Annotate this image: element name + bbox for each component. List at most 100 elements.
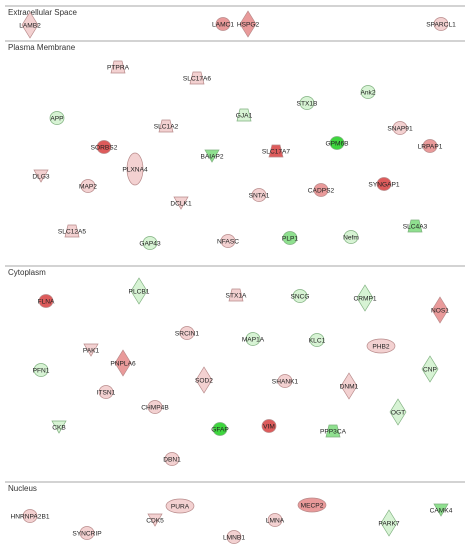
gene-node-baiap2[interactable]: BAIAP2 [200,149,224,163]
node-label: Ank2 [360,89,375,96]
node-shape-diamond [114,349,132,377]
gene-node-stx1b[interactable]: STX1B [297,96,318,110]
gene-node-ptpra[interactable]: PTPRA [107,60,130,74]
gene-node-ckb[interactable]: CKB [51,420,67,434]
gene-node-klc1[interactable]: KLC1 [309,333,326,347]
gene-node-sparcl1[interactable]: SPARCL1 [426,17,456,31]
node-label: DCLK1 [170,200,192,207]
node-shape-trapezoid [325,424,341,438]
gene-node-itsn1[interactable]: ITSN1 [97,385,116,399]
gene-node-ppp3ca[interactable]: PPP3CA [320,424,347,438]
node-label: SNCG [290,293,309,300]
gene-node-pura[interactable]: PURA [165,498,195,514]
gene-node-camk4[interactable]: CAMK4 [430,503,453,517]
gene-node-snap91[interactable]: SNAP91 [387,121,413,135]
node-label: CKB [52,424,66,431]
gene-node-flna[interactable]: FLNA [38,294,55,308]
gene-node-mecp2[interactable]: MECP2 [297,497,327,513]
gene-node-phb2[interactable]: PHB2 [366,338,396,354]
gene-node-pak1[interactable]: PAK1 [83,343,100,357]
gene-node-lamb2[interactable]: LAMB2 [19,11,41,39]
node-label: SLC4A3 [403,223,428,230]
gene-node-nos1[interactable]: NOS1 [431,296,449,324]
node-label: STX1B [297,100,318,107]
gene-node-lmna[interactable]: LMNA [266,513,285,527]
gene-node-gfap[interactable]: GFAP [211,422,229,436]
gene-node-sorbs2[interactable]: SORBS2 [91,140,118,154]
node-shape-ellipse [267,513,283,527]
node-label: ITSN1 [97,389,116,396]
gene-node-ank2[interactable]: Ank2 [360,85,376,99]
gene-node-lamc1[interactable]: LAMC1 [212,17,234,31]
gene-node-plp1[interactable]: PLP1 [282,231,298,245]
gene-node-gap43[interactable]: GAP43 [139,236,161,250]
node-label: PNPLA6 [110,360,136,367]
node-shape-diamond [340,372,358,400]
gene-node-map2[interactable]: MAP2 [79,179,97,193]
gene-node-slc17a7[interactable]: SLC17A7 [262,144,291,158]
node-label: VIM [263,423,275,430]
gene-node-stx1a[interactable]: STX1A [226,288,247,302]
gene-node-hnrnpa2b1[interactable]: HNRNPA2B1 [10,509,50,523]
node-label: SYNCRIP [72,530,102,537]
gene-node-dbn1[interactable]: DBN1 [163,452,181,466]
node-shape-ellipse [392,121,408,135]
gene-node-chmp4b[interactable]: CHMP4B [141,400,169,414]
gene-node-hspg2[interactable]: HSPG2 [237,10,260,38]
gene-node-slc12a5[interactable]: SLC12A5 [58,224,87,238]
gene-node-dclk1[interactable]: DCLK1 [170,196,192,210]
gene-node-pnpla6[interactable]: PNPLA6 [110,349,136,377]
node-shape-ellipse [343,230,359,244]
node-shape-diamond [380,509,398,537]
gene-node-pfn1[interactable]: PFN1 [33,363,50,377]
gene-node-ogt[interactable]: OGT [389,398,407,426]
gene-node-vim[interactable]: VIM [261,419,277,433]
node-shape-diamond [130,277,148,305]
gene-node-cadps2[interactable]: CADPS2 [308,183,335,197]
gene-node-slc4a3[interactable]: SLC4A3 [403,219,428,233]
gene-node-plxna4[interactable]: PLXNA4 [122,152,148,186]
node-label: SPARCL1 [426,21,456,28]
gene-node-slc17a6[interactable]: SLC17A6 [183,71,212,85]
node-label: PAK1 [83,347,100,354]
gene-node-sncg[interactable]: SNCG [290,289,310,303]
gene-node-srcin1[interactable]: SRCIN1 [175,326,200,340]
node-label: LMNB1 [223,534,245,541]
gene-node-snta1[interactable]: SNTA1 [249,188,270,202]
gene-node-slc1a2[interactable]: SLC1A2 [154,119,179,133]
gene-node-dnm1[interactable]: DNM1 [340,372,359,400]
gene-node-nfasc[interactable]: NFASC [217,234,239,248]
gene-node-syngap1[interactable]: SYNGAP1 [368,177,400,191]
node-shape-ellipse [22,509,38,523]
gene-node-gpm6b[interactable]: GPM6B [325,136,349,150]
gene-node-syncrip[interactable]: SYNCRIP [72,526,102,540]
gene-node-cdk5[interactable]: CDK5 [146,513,164,527]
gene-node-gja1[interactable]: GJA1 [236,108,253,122]
gene-node-lrpap1[interactable]: LRPAP1 [418,139,443,153]
node-label: FLNA [38,298,55,305]
gene-node-app[interactable]: APP [49,111,65,125]
node-label: LAMB2 [19,22,41,29]
node-label: SNTA1 [249,192,270,199]
gene-node-nefm[interactable]: Nefm [343,230,359,244]
gene-node-park7[interactable]: PARK7 [378,509,400,537]
node-shape-trapezoid [189,71,205,85]
node-shape-ellipse [98,385,114,399]
node-shape-trapezoid [268,144,284,158]
section-title-nucleus: Nucleus [8,484,37,493]
node-shape-diamond [389,398,407,426]
gene-node-shank1[interactable]: SHANK1 [272,374,299,388]
node-shape-wide-ellipse [297,497,327,513]
node-shape-ellipse [38,294,54,308]
gene-node-plcb1[interactable]: PLCB1 [129,277,150,305]
node-shape-trapezoid [158,119,174,133]
node-label: SNAP91 [387,125,413,132]
gene-node-crmp1[interactable]: CRMP1 [353,284,377,312]
gene-node-map1a[interactable]: MAP1A [242,332,265,346]
gene-node-lmnb1[interactable]: LMNB1 [223,530,245,544]
gene-node-cnp[interactable]: CNP [421,355,439,383]
node-label: MAP1A [242,336,265,343]
gene-node-dlg3[interactable]: DLG3 [32,169,50,183]
gene-node-sod2[interactable]: SOD2 [195,366,213,394]
